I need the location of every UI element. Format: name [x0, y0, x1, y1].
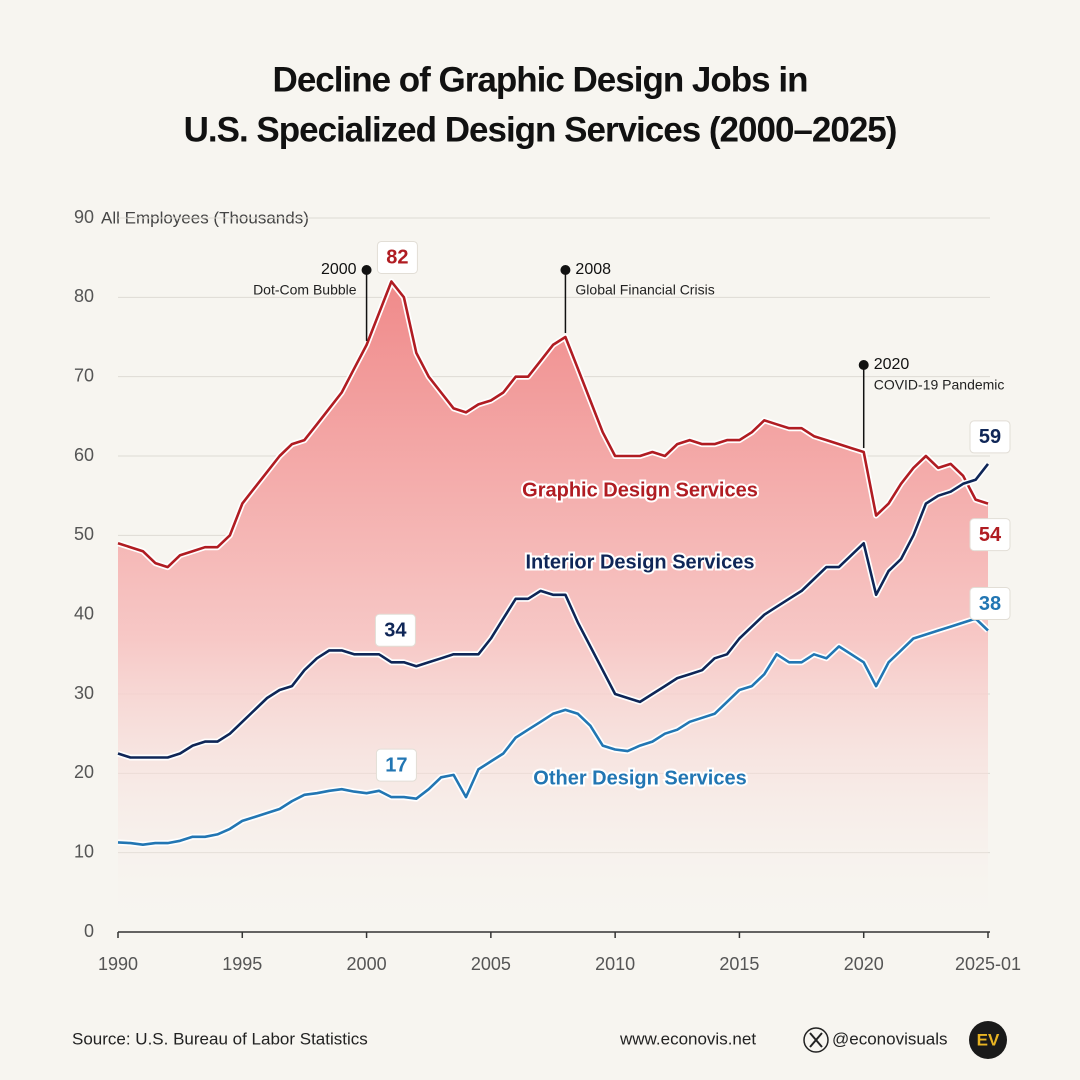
y-tick-label: 30	[74, 683, 94, 703]
handle: @econovisuals	[832, 1029, 948, 1048]
event-dot	[361, 265, 372, 275]
line	[117, 280, 989, 569]
callout-label: 38	[979, 593, 1001, 615]
y-tick-label: 0	[84, 921, 94, 941]
x-tick-label: 2015	[719, 954, 759, 974]
line	[117, 617, 989, 846]
y-tick-label: 90	[74, 207, 94, 227]
source: Source: U.S. Bureau of Labor Statistics	[72, 1029, 368, 1048]
logo-text: EV	[977, 1030, 1000, 1049]
event-year: 2008	[575, 261, 611, 278]
series-label: Graphic Design Services	[522, 479, 758, 501]
callout-label: 54	[979, 524, 1002, 546]
callout-label: 59	[979, 426, 1001, 448]
callout-box	[375, 748, 417, 782]
callout-box	[969, 587, 1011, 621]
line	[117, 463, 990, 759]
x-tick-label: 2020	[844, 954, 884, 974]
event-label: Global Financial Crisis	[575, 282, 714, 298]
event-dot	[560, 265, 571, 275]
y-tick-label: 40	[74, 603, 94, 623]
y-tick-label: 60	[74, 445, 94, 465]
x-tick-label: 2010	[595, 954, 635, 974]
x-icon	[803, 1027, 829, 1053]
callout-label: 82	[386, 247, 408, 269]
y-tick-label: 20	[74, 762, 94, 782]
y-tick-label: 70	[74, 365, 94, 385]
website: www.econovis.net	[619, 1029, 756, 1048]
chart-title: U.S. Specialized Design Services (2000–2…	[184, 110, 897, 149]
y-tick-label: 10	[74, 841, 94, 861]
series-label: Other Design Services	[533, 767, 746, 789]
callout-box	[374, 613, 416, 647]
event-label: COVID-19 Pandemic	[874, 377, 1005, 393]
chart-title: Decline of Graphic Design Jobs in	[273, 60, 808, 99]
callout-box	[376, 240, 418, 274]
x-icon	[809, 1032, 823, 1048]
callout-box	[969, 518, 1011, 552]
event-year: 2000	[321, 261, 357, 278]
y-tick-label: 50	[74, 524, 94, 544]
event-label: Dot-Com Bubble	[253, 282, 357, 298]
x-tick-label: 2025-01	[955, 954, 1021, 974]
area	[118, 281, 988, 932]
callout-label: 34	[384, 620, 407, 642]
y-tick-label: 80	[74, 286, 94, 306]
x-tick-label: 2005	[471, 954, 511, 974]
x-tick-label: 1990	[98, 954, 138, 974]
callout-box	[969, 420, 1011, 454]
logo	[969, 1021, 1007, 1059]
event-year: 2020	[874, 356, 910, 373]
x-tick-label: 1995	[222, 954, 262, 974]
x-tick-label: 2000	[347, 954, 387, 974]
callout-label: 17	[385, 754, 407, 776]
series-label: Interior Design Services	[526, 551, 755, 573]
event-dot	[858, 360, 869, 370]
